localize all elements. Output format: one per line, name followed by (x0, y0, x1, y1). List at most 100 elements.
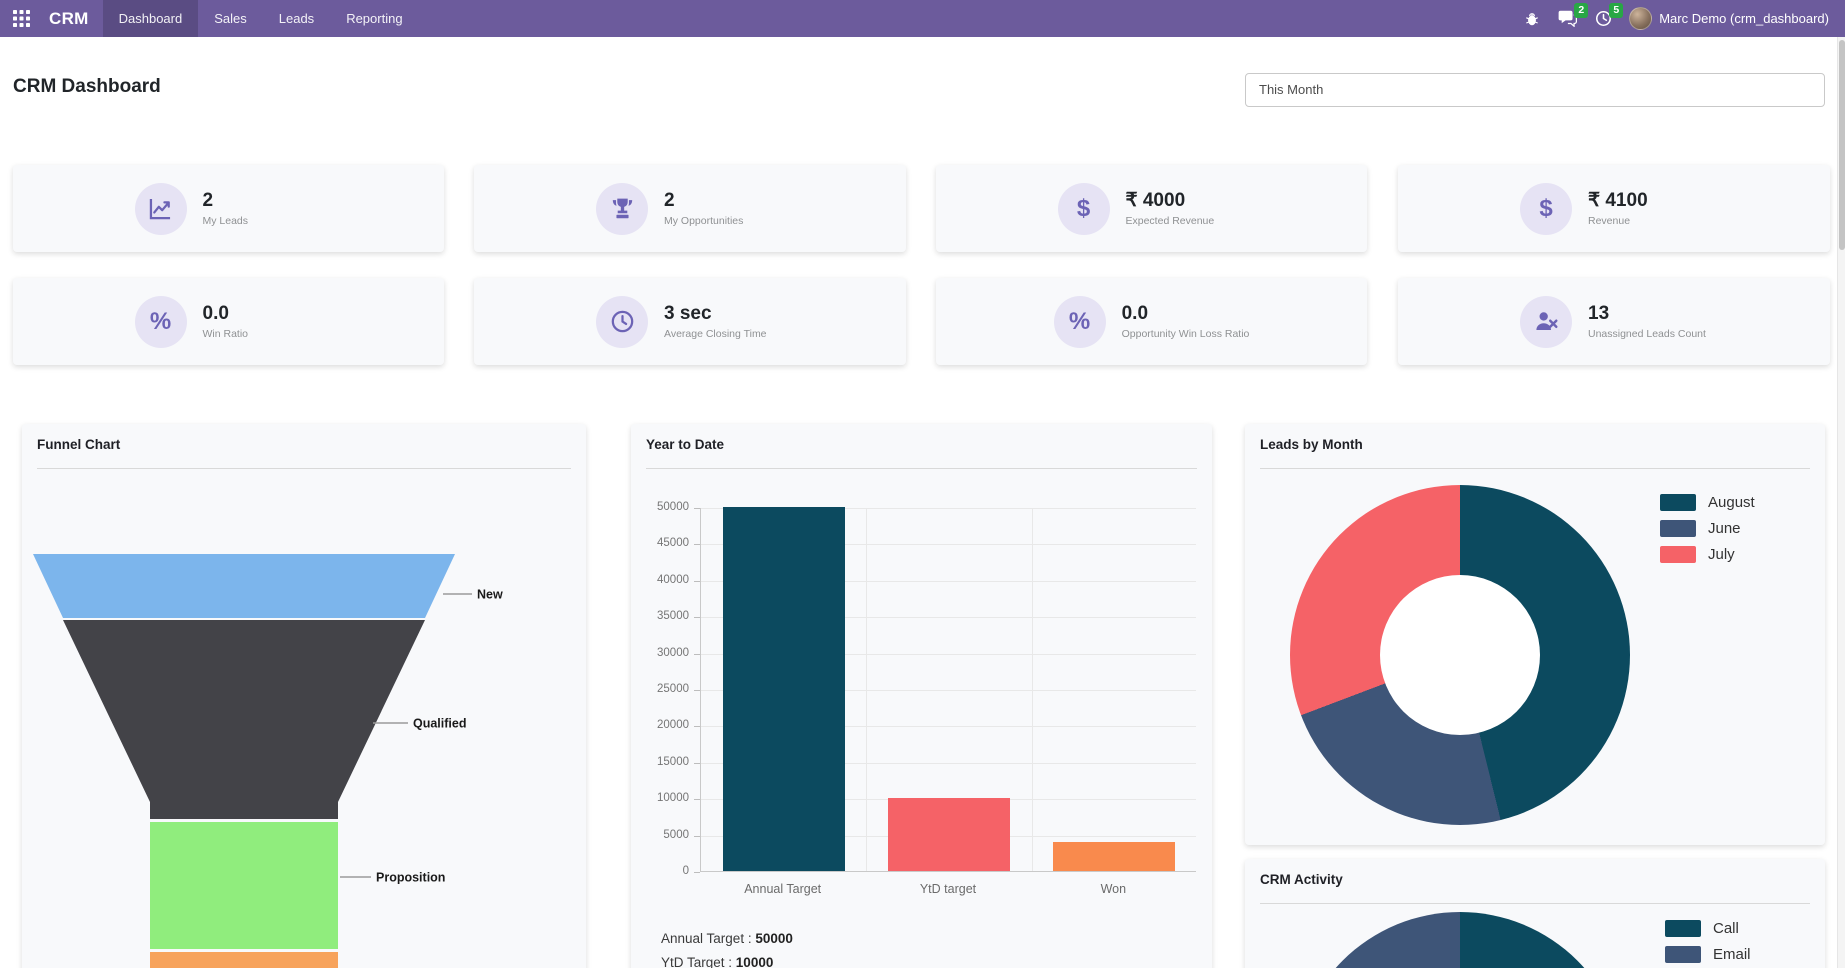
annotation-ytd-target: YtD Target : 10000 (661, 955, 793, 968)
kpi-card-win-ratio[interactable]: % 0.0 Win Ratio (13, 278, 444, 365)
bar-chart-plot-area (700, 507, 1196, 872)
app-brand[interactable]: CRM (49, 8, 89, 28)
kpi-card-my-opportunities[interactable]: 2 My Opportunities (474, 165, 906, 252)
gridline (701, 544, 1196, 546)
legend-item-email[interactable]: Email (1665, 946, 1751, 963)
annotation-annual-target: Annual Target : 50000 (661, 931, 793, 946)
legend-item-august[interactable]: August (1660, 494, 1755, 511)
y-tick-label: 0 (682, 865, 689, 877)
kpi-card-unassigned-leads-count[interactable]: 13 Unassigned Leads Count (1398, 278, 1830, 365)
dollar-icon: $ (1057, 182, 1110, 235)
messages-menu[interactable]: 2 (1549, 0, 1589, 37)
gridline (701, 726, 1196, 728)
gridline (701, 653, 1196, 655)
user-menu[interactable]: Marc Demo (crm_dashboard) (1659, 11, 1829, 26)
gridline (866, 508, 868, 871)
legend-item-july[interactable]: July (1660, 546, 1755, 563)
bar-annual-target[interactable] (722, 507, 845, 871)
y-tick-mark (694, 690, 700, 691)
apps-grid-icon[interactable] (0, 0, 43, 37)
kpi-card-average-closing-time[interactable]: 3 sec Average Closing Time (474, 278, 906, 365)
legend-label: Email (1713, 946, 1751, 963)
legend-label: July (1708, 546, 1735, 563)
legend-label: August (1708, 494, 1755, 511)
kpi-label: Expected Revenue (1125, 214, 1215, 227)
gridline (701, 508, 1196, 509)
user-x-icon (1520, 295, 1572, 348)
chart-title: Funnel Chart (37, 437, 121, 452)
gridline (701, 580, 1196, 582)
grid-icon (13, 10, 30, 27)
year-to-date-chart-card: Year to Date 0 5000 10000 15000 20000 25000 30… (631, 424, 1212, 968)
kpi-card-my-leads[interactable]: 2 My Leads (13, 165, 444, 252)
kpi-label: Win Ratio (202, 327, 249, 340)
vertical-scrollbar-thumb[interactable] (1839, 40, 1845, 250)
chart-title: Leads by Month (1260, 437, 1363, 452)
kpi-card-revenue[interactable]: $ ₹ 4100 Revenue (1398, 165, 1830, 252)
donut-hole (1380, 575, 1540, 735)
y-tick-mark (694, 835, 700, 837)
kpi-label: My Opportunities (664, 214, 744, 227)
funnel-segment-won[interactable] (150, 952, 338, 968)
legend-item-call[interactable]: Call (1665, 920, 1751, 937)
percent-icon: % (1053, 295, 1106, 348)
x-tick-label: YtD target (919, 882, 977, 896)
y-tick-label: 10000 (657, 792, 689, 805)
y-tick-label: 25000 (657, 683, 689, 695)
crm-activity-donut[interactable] (1294, 912, 1626, 968)
gridline (1031, 508, 1033, 871)
bug-icon (1526, 12, 1539, 25)
kpi-text: 0.0 Win Ratio (203, 303, 323, 340)
page-title: CRM Dashboard (13, 76, 161, 97)
kpi-text: 13 Unassigned Leads Count (1588, 303, 1708, 340)
nav-menu-reporting[interactable]: Reporting (346, 11, 403, 26)
period-filter-select[interactable]: This Month (1245, 73, 1825, 107)
activities-menu[interactable]: 5 (1586, 0, 1624, 37)
nav-menu-dashboard[interactable]: Dashboard (102, 0, 199, 37)
kpi-label: My Leads (202, 214, 249, 227)
kpi-value: 2 (664, 190, 675, 212)
funnel-chart-card: Funnel Chart New Qualified Proposition (22, 424, 586, 968)
vertical-scrollbar-track[interactable] (1837, 0, 1845, 968)
kpi-text: ₹ 4000 Expected Revenue (1126, 190, 1246, 227)
bar-ytd-target[interactable] (888, 798, 1010, 871)
kpi-label: Revenue (1588, 214, 1631, 227)
clock-icon (1596, 10, 1612, 27)
percent-icon: % (134, 295, 187, 348)
y-tick-label: 45000 (657, 537, 689, 550)
y-tick-mark (694, 580, 700, 582)
user-avatar[interactable] (1629, 7, 1653, 30)
annotation-value: 50000 (755, 931, 793, 946)
funnel-chart: New Qualified Proposition (33, 554, 503, 968)
kpi-value: 2 (202, 190, 214, 212)
navbar-right: 2 5 Marc Demo (crm_dashboard) (1515, 0, 1845, 37)
y-tick-label: 30000 (657, 646, 689, 659)
kpi-card-opportunity-win-loss-ratio[interactable]: % 0.0 Opportunity Win Loss Ratio (936, 278, 1367, 365)
debug-bug-icon[interactable] (1515, 0, 1549, 37)
funnel-segment-qualified[interactable] (63, 620, 425, 819)
chart-title: Year to Date (646, 437, 725, 452)
nav-menu-sales[interactable]: Sales (214, 11, 247, 26)
y-tick-mark (694, 872, 700, 873)
kpi-value: ₹ 4100 (1588, 190, 1648, 212)
funnel-segment-new[interactable] (33, 554, 455, 618)
divider (1260, 903, 1810, 904)
y-tick-mark (694, 762, 700, 764)
activities-badge: 5 (1609, 3, 1624, 18)
chart-title: CRM Activity (1260, 872, 1343, 887)
legend-label: Call (1713, 920, 1739, 937)
legend-item-june[interactable]: June (1660, 520, 1755, 537)
funnel-segment-proposition[interactable] (150, 822, 338, 949)
leads-by-month-donut[interactable] (1290, 485, 1630, 825)
y-tick-label: 15000 (657, 755, 689, 768)
divider (1260, 468, 1810, 469)
funnel-label-qualified: Qualified (413, 716, 466, 730)
nav-menu-leads[interactable]: Leads (278, 11, 315, 26)
bar-won[interactable] (1053, 841, 1176, 871)
annotation-value: 10000 (735, 955, 774, 968)
y-tick-mark (694, 544, 700, 546)
dollar-icon: $ (1520, 182, 1572, 235)
kpi-card-expected-revenue[interactable]: $ ₹ 4000 Expected Revenue (936, 165, 1367, 252)
kpi-text: 2 My Leads (203, 190, 323, 227)
y-tick-label: 35000 (657, 610, 689, 623)
